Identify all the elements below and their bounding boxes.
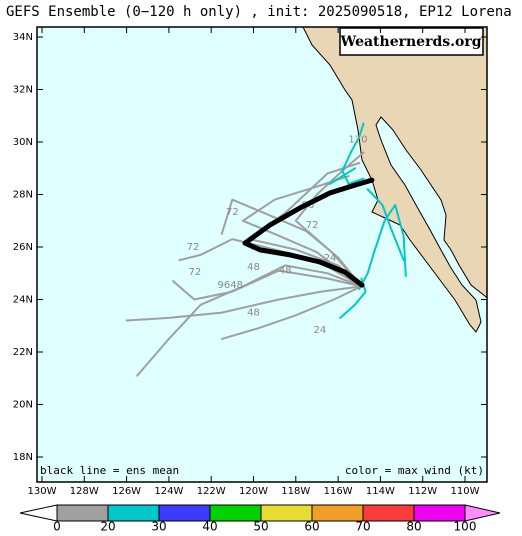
y-tick-label: 24N (13, 295, 33, 306)
x-tick-label: 110W (451, 486, 480, 497)
y-tick-label: 22N (13, 347, 33, 358)
ensemble-track (328, 167, 356, 185)
x-tick-label: 126W (112, 486, 141, 497)
ensemble-track (172, 269, 363, 301)
colorbar-label: 60 (304, 520, 319, 533)
x-tick-label: 112W (408, 486, 437, 497)
ensemble-track (366, 188, 405, 262)
ensemble-track (220, 285, 363, 340)
hour-label: 72 (226, 207, 239, 218)
ensemble-track (220, 198, 363, 288)
colorbar-label: 20 (100, 520, 115, 533)
colorbar-label: 50 (253, 520, 268, 533)
y-tick-label: 32N (13, 85, 33, 96)
y-tick-label: 26N (13, 242, 33, 253)
hour-label: 72 (306, 220, 319, 231)
x-tick-label: 122W (197, 486, 226, 497)
colorbar-label: 30 (151, 520, 166, 533)
colorbar-label: 40 (202, 520, 217, 533)
map-frame (36, 26, 488, 483)
mean-track (242, 177, 375, 288)
hour-label: 72 (187, 242, 200, 253)
colorbar-end (464, 504, 501, 522)
hour-label: 9648 (218, 280, 243, 291)
colorbar-end (19, 504, 58, 522)
x-tick-label: 128W (70, 486, 99, 497)
y-tick-label: 18N (13, 452, 33, 463)
x-tick-label: 130W (28, 486, 57, 497)
hour-label: 48 (279, 266, 292, 277)
hour-label: 48 (247, 308, 260, 319)
hour-label: 24 (324, 253, 337, 264)
hour-label: 48 (247, 262, 260, 273)
y-tick-label: 30N (13, 137, 33, 148)
y-tick-label: 34N (13, 32, 33, 43)
x-tick-label: 114W (366, 486, 395, 497)
colorbar-label: 80 (406, 520, 421, 533)
colorbar-label: 0 (53, 520, 61, 533)
ensemble-track (358, 204, 407, 290)
watermark: Weathernerds.org (340, 34, 482, 50)
y-tick-label: 28N (13, 190, 33, 201)
hour-label: 24 (314, 325, 327, 336)
colorbar-label: 70 (355, 520, 370, 533)
x-tick-label: 116W (324, 486, 353, 497)
ensemble-track (341, 122, 365, 185)
x-tick-label: 120W (239, 486, 268, 497)
x-tick-label: 124W (154, 486, 183, 497)
ensemble-track (125, 285, 363, 322)
colorbar-label: 100 (454, 520, 477, 533)
x-tick-label: 118W (281, 486, 310, 497)
y-tick-label: 20N (13, 400, 33, 411)
hour-label: 120 (348, 134, 367, 145)
ensemble-track (241, 175, 363, 288)
note-left: black line = ens mean (40, 464, 179, 477)
ensemble-track (294, 151, 365, 288)
title: GEFS Ensemble (0−120 h only) , init: 202… (6, 4, 512, 20)
hour-label: 72 (189, 267, 202, 278)
watermark-box (339, 27, 484, 56)
note-right: color = max wind (kt) (345, 464, 484, 477)
